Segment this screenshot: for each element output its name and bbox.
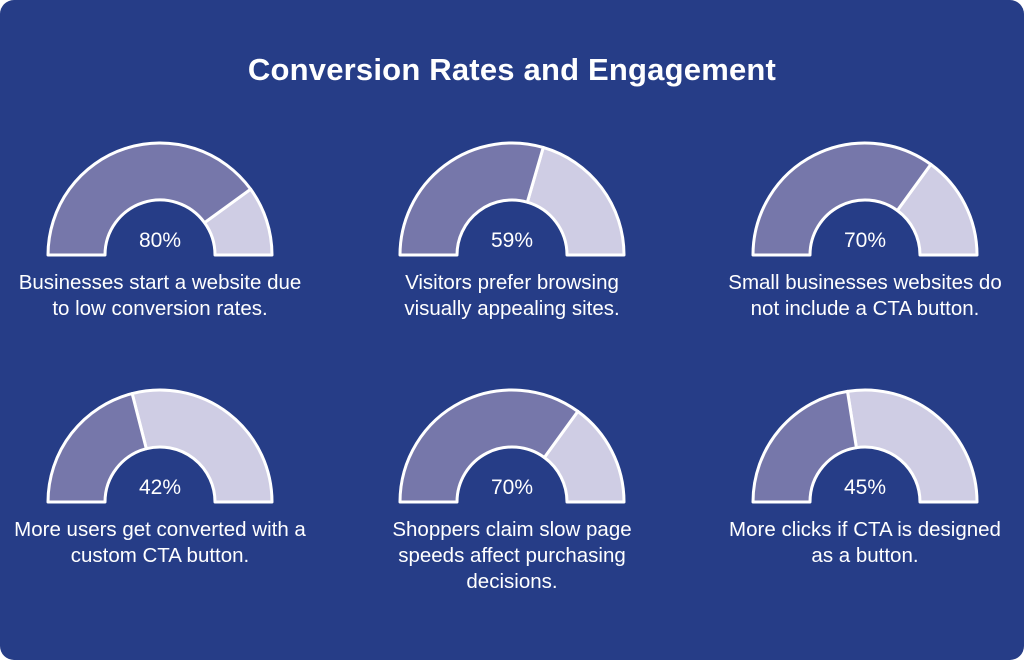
gauge-card-2: 59% Visitors prefer browsing visually ap… [352,138,672,368]
gauge-filled-arc [46,141,253,257]
gauge-1 [46,141,274,257]
gauge-value-label: 59% [490,229,534,252]
gauge-remaining-arc [203,187,274,257]
gauge-remaining-arc [895,162,979,257]
gauge-3 [751,141,979,257]
gauge-caption: Shoppers claim slow page speeds affect p… [392,518,632,593]
gauge-filled-arc [46,392,148,504]
gauge-value-label: 80% [138,229,182,252]
gauge-value-label: 42% [138,476,182,499]
gauge-remaining-arc [542,409,626,504]
gauge-filled-arc [398,388,580,504]
page-title: Conversion Rates and Engagement [247,52,777,87]
gauge-value-label: 70% [490,476,534,499]
gauge-caption: Businesses start a website due to low co… [18,271,302,320]
gauge-caption: Visitors prefer browsing visually appeal… [404,271,620,320]
gauge-4 [46,388,274,504]
gauge-caption: More users get converted with a custom C… [14,518,306,567]
gauge-filled-arc [751,389,858,504]
gauge-filled-arc [398,141,545,257]
gauge-remaining-arc [845,388,979,504]
gauge-card-1: 80% Businesses start a website due to lo… [0,138,320,368]
gauge-card-6: 45% More clicks if CTA is designed as a … [705,385,1024,615]
gauge-caption: Small businesses websites do not include… [728,271,1002,320]
gauge-caption: More clicks if CTA is designed as a butt… [729,518,1001,567]
gauge-remaining-arc [525,145,626,257]
gauge-remaining-arc [130,388,274,504]
gauge-value-label: 70% [843,229,887,252]
gauge-value-label: 45% [843,476,887,499]
gauge-2 [398,141,626,257]
gauge-filled-arc [751,141,933,257]
gauge-card-4: 42% More users get converted with a cust… [0,385,320,615]
gauge-card-3: 70% Small businesses websites do not inc… [705,138,1024,368]
gauge-5 [398,388,626,504]
gauge-card-5: 70% Shoppers claim slow page speeds affe… [352,385,672,615]
gauge-6 [751,388,979,504]
